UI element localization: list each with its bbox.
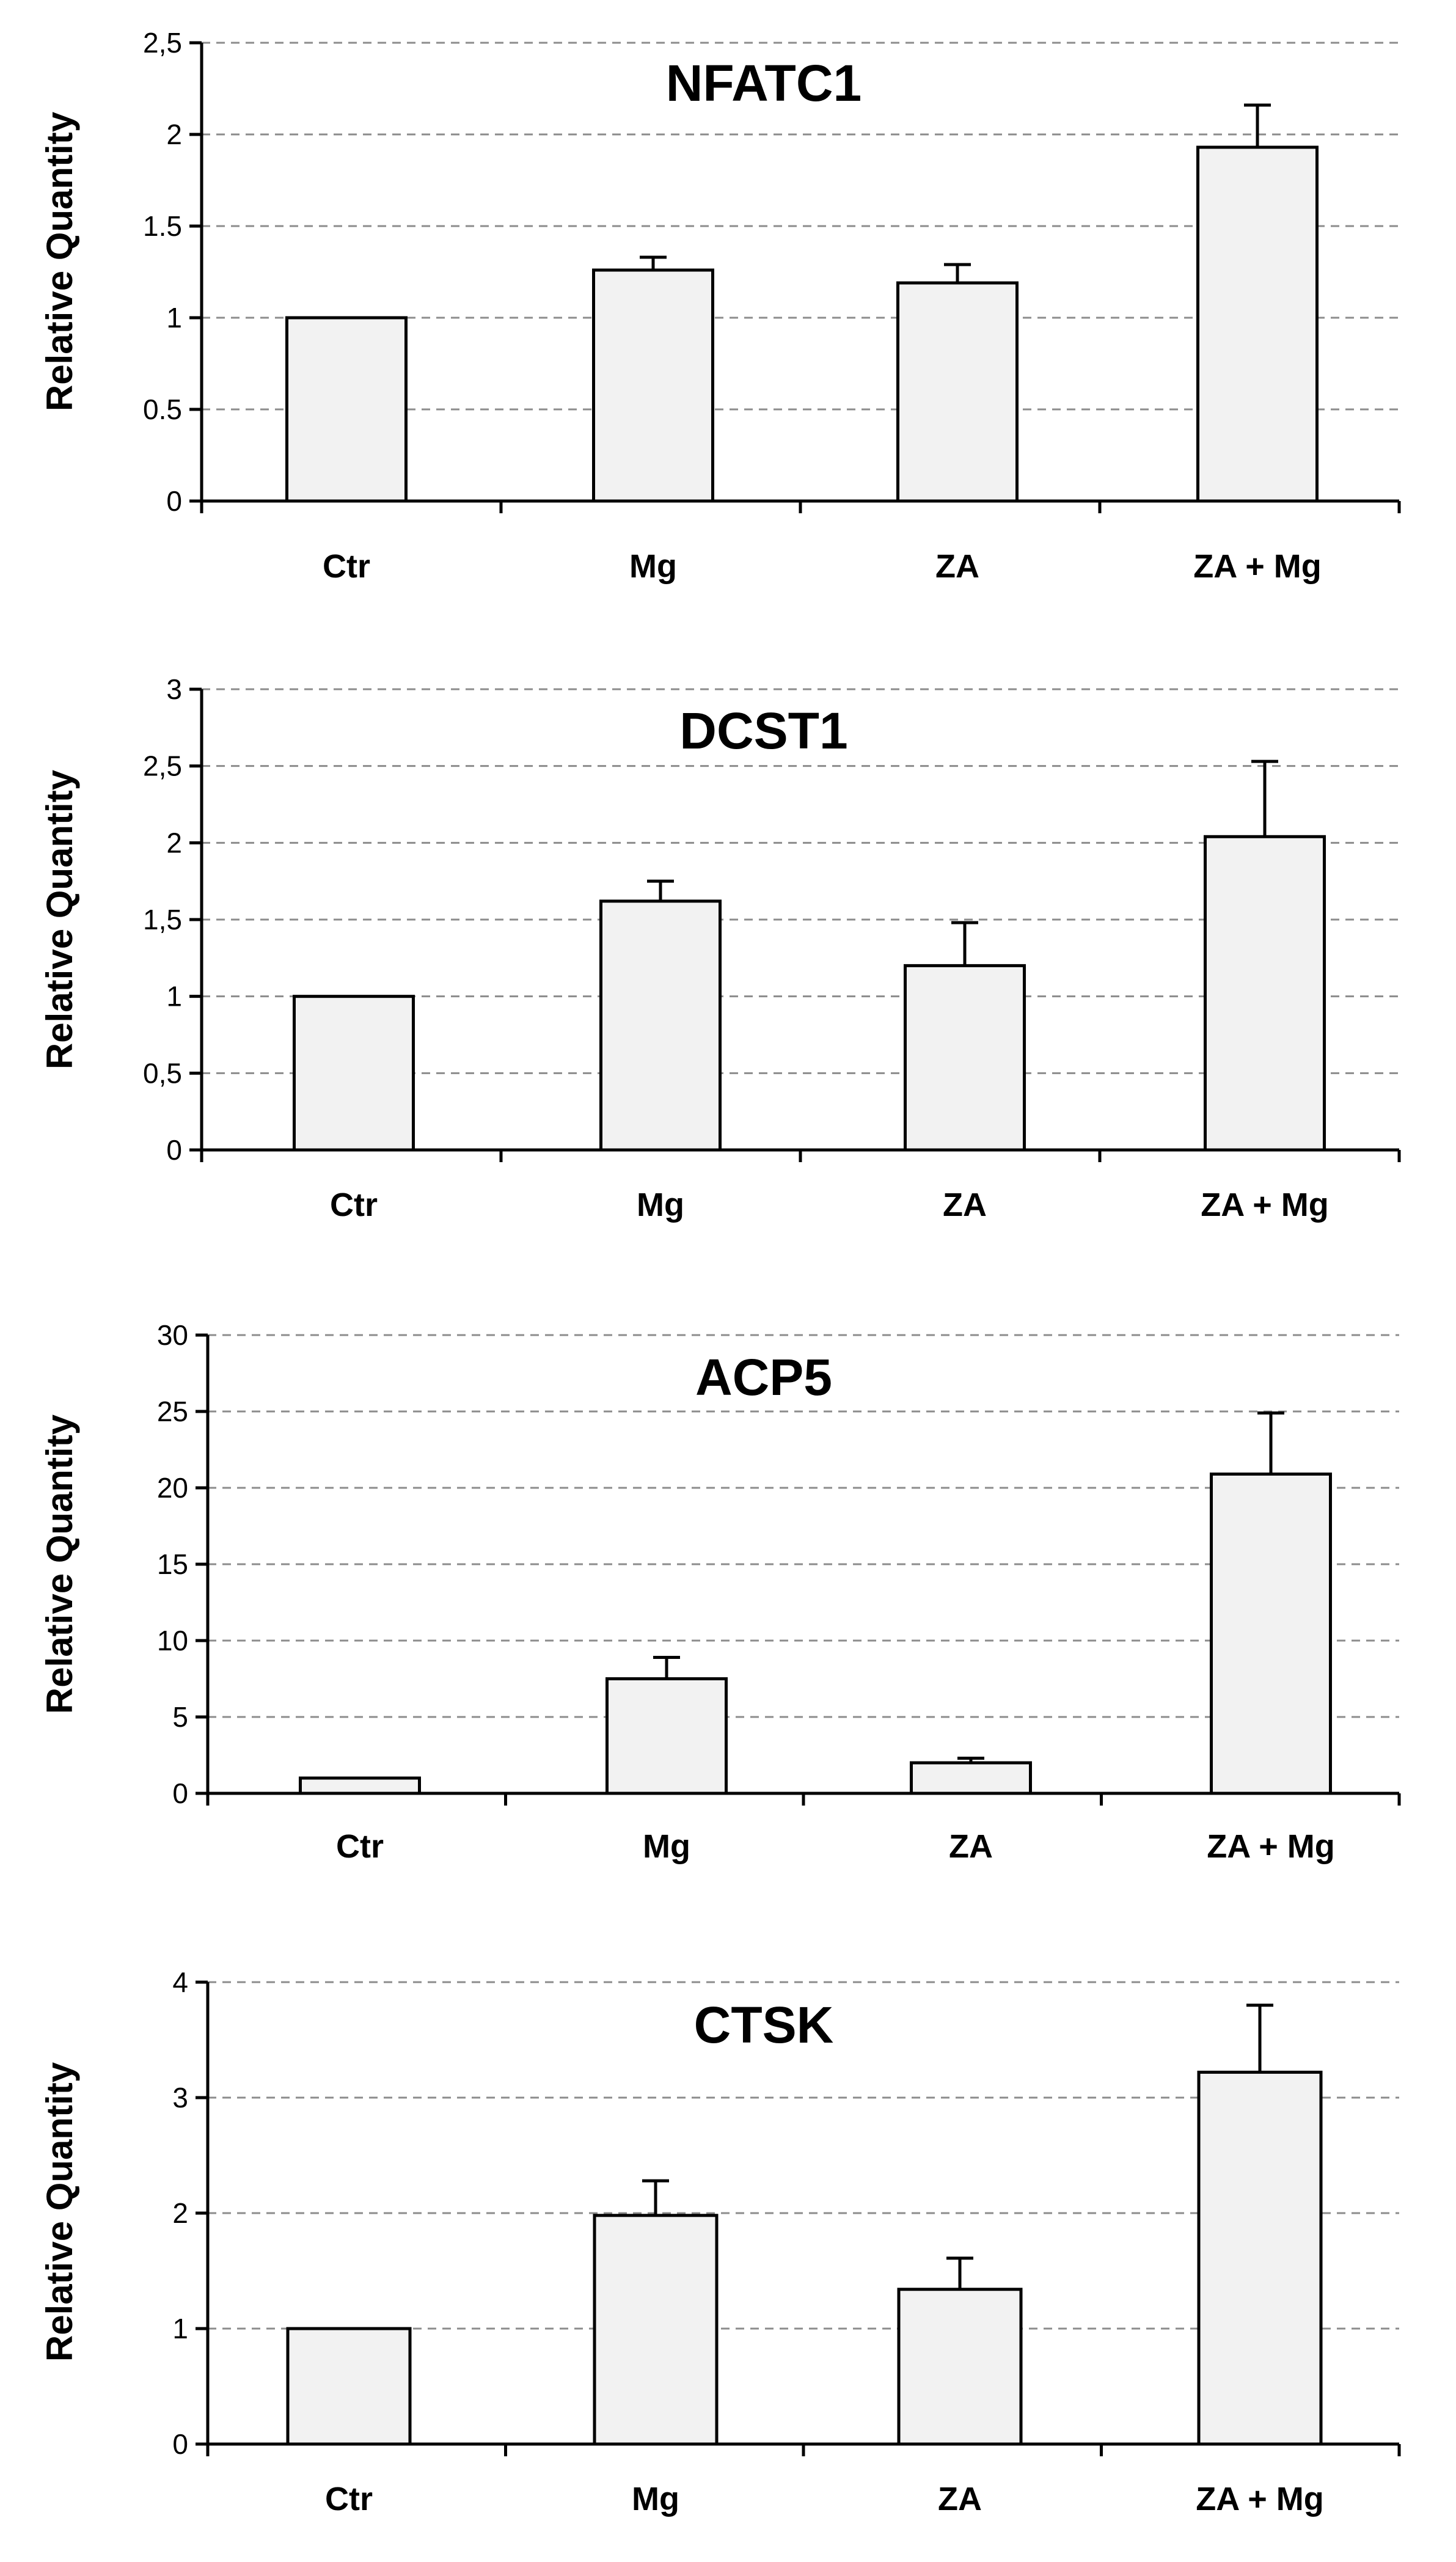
y-tick-label: 2	[166, 119, 182, 150]
x-category-label: Ctr	[330, 1187, 378, 1223]
y-tick-label: 4	[172, 1966, 188, 1998]
x-category-label: Mg	[632, 2481, 679, 2517]
y-tick-label: 25	[157, 1396, 188, 1427]
chart-panel: 0 0.5 1 1.5 2 2,5 Ctr Mg ZA ZA + Mg NFATC1 Relative…	[39, 27, 1401, 585]
bar-za	[896, 281, 1019, 503]
chart-title: NFATC1	[666, 54, 862, 112]
x-category-label: ZA + Mg	[1196, 2481, 1324, 2517]
y-tick-label: 15	[157, 1548, 188, 1580]
bar-za-mg	[1197, 2070, 1323, 2446]
x-category-label: Mg	[629, 548, 677, 585]
x-category-label: Ctr	[323, 548, 370, 585]
chart-panel: 0 0,5 1 1,5 2 2,5 3 Ctr Mg ZA ZA + Mg DCST1 Relative…	[39, 673, 1401, 1223]
bar-za	[904, 964, 1026, 1152]
y-tick-label: 30	[157, 1319, 188, 1351]
y-tick-label: 2	[166, 827, 182, 858]
y-tick-label: 1.5	[143, 210, 182, 242]
bar-ctr	[285, 316, 408, 503]
y-tick-label: 1	[166, 302, 182, 334]
x-category-label: Mg	[637, 1187, 684, 1223]
chart-title: ACP5	[695, 1349, 832, 1406]
bar-ctr	[286, 2327, 412, 2446]
y-tick-label: 10	[157, 1625, 188, 1656]
bar-mg	[599, 899, 722, 1152]
y-tick-label: 1	[166, 981, 182, 1012]
bar-mg	[605, 1677, 728, 1795]
bar-mg	[593, 2214, 719, 2446]
y-tick-label: 2	[172, 2197, 188, 2229]
chart-panel: 0 5 10 15 20 25 30 Ctr Mg ZA ZA + Mg ACP5 Relative Q…	[39, 1319, 1401, 1865]
x-category-label: Mg	[643, 1828, 690, 1865]
y-tick-label: 1	[172, 2313, 188, 2344]
bar-za-mg	[1196, 145, 1319, 503]
y-axis-label: Relative Quantity	[39, 2062, 80, 2362]
y-tick-label: 0	[166, 1134, 182, 1166]
bar-za	[910, 1761, 1032, 1795]
x-category-label: ZA + Mg	[1207, 1828, 1335, 1865]
y-tick-label: 0	[166, 485, 182, 517]
x-category-label: Ctr	[325, 2481, 373, 2517]
x-category-label: Ctr	[336, 1828, 384, 1865]
bar-za	[897, 2288, 1023, 2446]
y-axis-label: Relative Quantity	[39, 111, 80, 411]
y-axis-label: Relative Quantity	[39, 769, 80, 1069]
y-tick-label: 20	[157, 1472, 188, 1504]
y-tick-label: 3	[166, 673, 182, 705]
bar-za-mg	[1210, 1473, 1332, 1795]
y-tick-label: 0,5	[143, 1057, 182, 1089]
y-tick-label: 1,5	[143, 904, 182, 935]
chart-title: DCST1	[679, 702, 847, 759]
bar-ctr	[293, 995, 415, 1152]
bar-za-mg	[1204, 835, 1326, 1152]
x-category-label: ZA	[935, 548, 979, 585]
y-tick-label: 2,5	[143, 27, 182, 59]
x-category-label: ZA + Mg	[1201, 1187, 1329, 1223]
y-tick-label: 0.5	[143, 393, 182, 425]
x-category-label: ZA	[943, 1187, 987, 1223]
y-axis-label: Relative Quantity	[39, 1414, 80, 1714]
chart-title: CTSK	[694, 1996, 834, 2054]
y-tick-label: 0	[172, 2428, 188, 2460]
y-tick-label: 3	[172, 2082, 188, 2114]
bar-mg	[592, 268, 714, 503]
y-tick-label: 5	[172, 1701, 188, 1733]
x-category-label: ZA	[938, 2481, 982, 2517]
y-tick-label: 0	[172, 1777, 188, 1809]
y-tick-label: 2,5	[143, 750, 182, 782]
x-category-label: ZA + Mg	[1193, 548, 1322, 585]
bar-ctr	[299, 1776, 421, 1795]
x-category-label: ZA	[949, 1828, 993, 1865]
chart-panel: 0 1 2 3 4 Ctr Mg ZA ZA + Mg CTSK Relative Quantity	[39, 1966, 1401, 2517]
